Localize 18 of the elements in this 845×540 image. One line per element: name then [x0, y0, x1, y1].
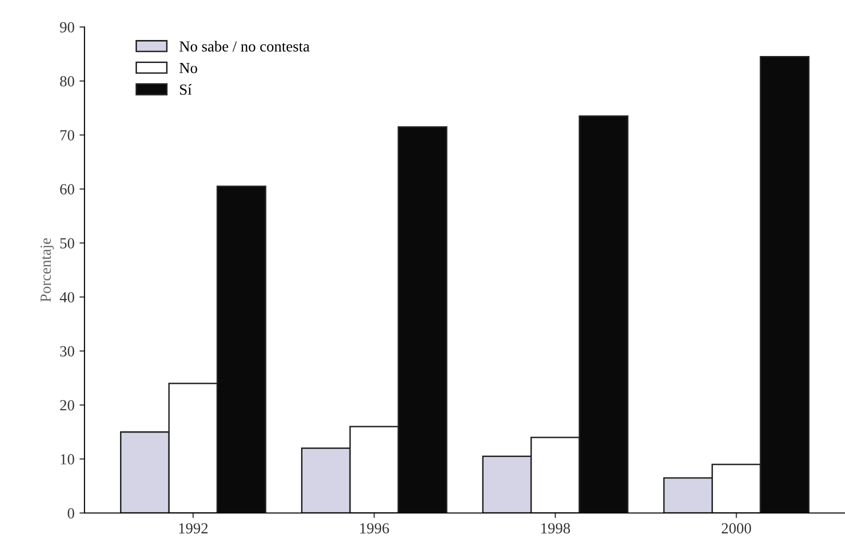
y-tick-label: 50 — [60, 238, 74, 248]
legend-label: No — [179, 63, 198, 74]
y-tick-label: 60 — [60, 184, 74, 194]
y-tick-label: 90 — [60, 22, 74, 32]
y-tick-label: 20 — [60, 400, 74, 410]
y-tick-label: 30 — [60, 346, 74, 356]
x-tick-label: 1992 — [179, 523, 208, 534]
x-tick-label: 1998 — [541, 523, 570, 534]
x-tick-label: 2000 — [722, 523, 752, 534]
x-tick-label: 1996 — [360, 523, 390, 534]
y-axis-title: Porcentaje — [40, 238, 54, 302]
y-tick-label: 80 — [60, 76, 74, 86]
y-tick-label: 10 — [60, 454, 74, 464]
y-tick-label: 70 — [60, 130, 74, 140]
legend-label: Sí — [180, 84, 192, 95]
y-tick-label: 0 — [68, 508, 74, 518]
y-tick-label: 40 — [60, 292, 74, 302]
legend-label: No sabe / no contesta — [179, 40, 310, 52]
